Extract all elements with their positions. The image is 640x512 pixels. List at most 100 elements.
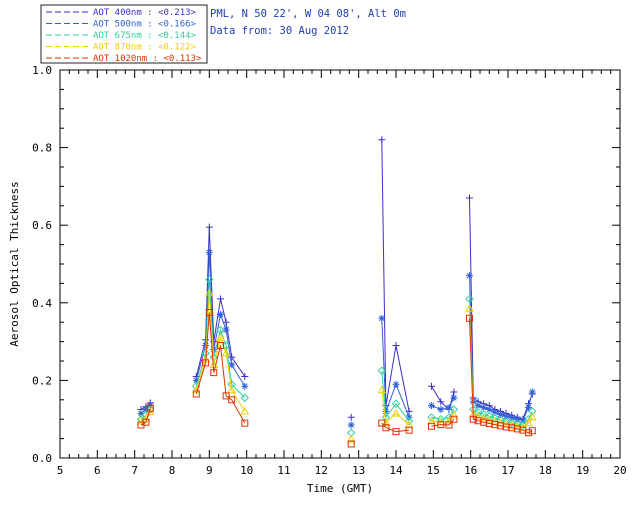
square-marker (217, 342, 224, 349)
diamond-marker (501, 417, 511, 426)
square-marker (347, 440, 355, 448)
asterisk-marker (480, 404, 488, 412)
asterisk-marker (378, 314, 386, 322)
asterisk-marker (502, 412, 510, 420)
asterisk-marker (137, 409, 145, 417)
x-tick-label: 20 (613, 464, 626, 477)
asterisk-marker (445, 404, 453, 412)
legend-label: AOT 500nm : <0.166> (93, 20, 197, 30)
data-date-text: Data from: 30 Aug 2012 (210, 25, 349, 37)
x-tick-label: 12 (315, 464, 328, 477)
triangle-marker (484, 415, 494, 424)
series-line (381, 422, 410, 433)
plus-marker (205, 223, 213, 231)
x-tick-label: 7 (131, 464, 138, 477)
asterisk-marker (241, 382, 249, 390)
series-line (381, 370, 410, 422)
diamond-marker (391, 399, 401, 408)
plot-axes: 5 6 7 8 9 10 11 12 13 14 15 16 17 18 19 20 0.0 0.2 0.4 0.6 0… (32, 64, 627, 477)
square-marker (405, 426, 413, 434)
y-axis-label: Aerosol Optical Thickness (8, 181, 21, 347)
triangle-marker (346, 434, 356, 443)
y-tick-label: 1.0 (32, 64, 52, 77)
y-tick-label: 0.0 (32, 452, 52, 465)
x-tick-label: 9 (206, 464, 213, 477)
legend-entry: AOT 1020nm : <0.113> (46, 54, 202, 64)
legend-label: AOT 870nm : <0.122> (93, 43, 197, 53)
asterisk-marker (513, 415, 521, 423)
diamond-marker (507, 418, 516, 428)
series-line (381, 390, 410, 426)
plus-marker (217, 295, 224, 303)
series-line (469, 275, 533, 421)
asterisk-marker (508, 414, 516, 422)
x-tick-label: 5 (57, 464, 64, 477)
square-marker (437, 421, 445, 429)
triangle-marker (221, 348, 231, 357)
legend-entry: AOT 675nm : <0.144> (46, 31, 197, 41)
square-marker (382, 424, 390, 432)
asterisk-marker (437, 406, 445, 413)
asterisk-marker (485, 406, 493, 413)
y-tick-label: 0.6 (32, 219, 52, 232)
asterisk-marker (228, 361, 236, 369)
series-line (381, 139, 410, 412)
legend: AOT 400nm : <0.213>AOT 500nm : <0.166>AO… (40, 4, 208, 64)
x-tick-label: 16 (464, 464, 477, 477)
square-marker (466, 314, 473, 322)
legend-entry: AOT 400nm : <0.213> (46, 8, 197, 18)
diamond-marker (205, 275, 214, 284)
asterisk-marker (519, 416, 527, 424)
diamond-marker (528, 407, 537, 416)
triangle-marker (377, 385, 387, 394)
legend-box (40, 4, 208, 64)
x-tick-label: 18 (539, 464, 552, 477)
plot-box (59, 69, 621, 459)
x-axis-label: Time (GMT) (307, 482, 373, 495)
y-tick-label: 0.2 (32, 374, 52, 387)
triangle-marker (216, 333, 225, 341)
diamond-marker (465, 294, 474, 304)
triangle-marker (524, 418, 533, 427)
series-aot-1020nm (137, 309, 536, 448)
axis-labels: Time (GMT) Aerosol Optical Thickness (8, 181, 373, 495)
square-marker (146, 404, 154, 412)
asterisk-marker (450, 394, 458, 402)
asterisk-marker (222, 326, 230, 334)
diamond-marker (427, 413, 436, 422)
asterisk-marker (491, 408, 499, 416)
plus-marker (392, 342, 400, 349)
series-line (431, 385, 455, 411)
asterisk-marker (428, 402, 435, 410)
diamond-marker (449, 405, 459, 414)
plus-marker (378, 136, 386, 144)
diamond-marker (473, 407, 483, 417)
diamond-marker (136, 414, 146, 424)
asterisk-marker (217, 310, 224, 318)
square-marker (469, 415, 477, 423)
plus-marker (466, 194, 473, 202)
asterisk-marker (497, 411, 504, 418)
square-marker (445, 421, 453, 429)
square-marker (192, 390, 200, 398)
triangle-marker (449, 410, 459, 419)
x-tick-label: 15 (427, 464, 440, 477)
asterisk-marker (474, 402, 482, 410)
x-tick-label: 6 (94, 464, 101, 477)
square-marker (228, 396, 236, 404)
triangle-marker (240, 406, 250, 415)
plus-marker (428, 382, 435, 390)
square-marker (205, 309, 213, 316)
y-tick-label: 0.8 (32, 142, 52, 155)
asterisk-marker (466, 272, 473, 280)
series-line (195, 312, 246, 424)
x-tick-label: 8 (169, 464, 176, 477)
plus-marker (347, 413, 355, 421)
triangle-marker (204, 288, 214, 297)
asterisk-marker (142, 406, 150, 413)
square-marker (378, 419, 386, 427)
asterisk-marker (525, 404, 532, 412)
legend-entry: AOT 500nm : <0.166> (46, 20, 197, 30)
